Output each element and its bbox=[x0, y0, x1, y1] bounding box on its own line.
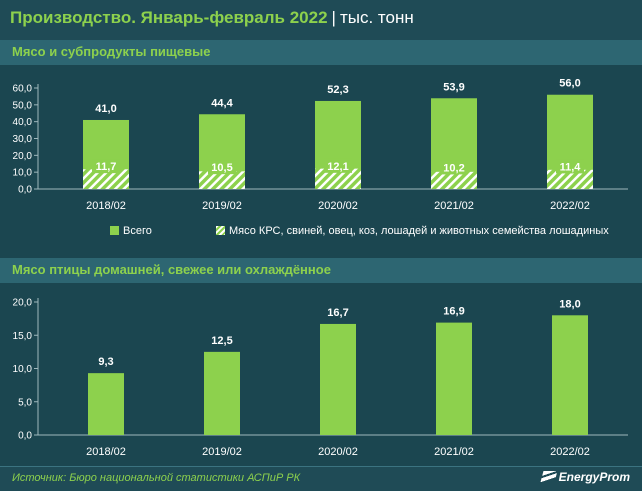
y-tick-label: 15,0 bbox=[13, 331, 33, 342]
y-tick-label: 40,0 bbox=[13, 117, 33, 128]
bar-total bbox=[204, 351, 240, 435]
bar-total bbox=[320, 323, 356, 435]
x-category-label: 2022/02 bbox=[550, 200, 590, 212]
y-tick-label: 60,0 bbox=[13, 84, 33, 95]
x-category-label: 2020/02 bbox=[318, 446, 358, 458]
x-category-label: 2019/02 bbox=[202, 446, 242, 458]
section-label-meat: Мясо и субпродукты пищевые bbox=[12, 44, 211, 59]
bar-hatched-label-bg bbox=[440, 160, 468, 175]
chart-meat: 0,0 10,0 20,0 30,0 40,0 50,0 60,0 41,0 11,7 2018/… bbox=[13, 78, 628, 212]
bar-hatched bbox=[199, 171, 245, 189]
x-category-label: 2022/02 bbox=[550, 446, 590, 458]
y-tick-label: 0,0 bbox=[18, 431, 32, 442]
bar-total bbox=[88, 373, 124, 435]
footer: Источник: Бюро национальной статистики А… bbox=[0, 466, 642, 491]
legend-item-total: Всего bbox=[110, 225, 152, 237]
chart-legend: Всего Мясо КРС, свиней, овец, коз, лошад… bbox=[0, 222, 642, 242]
bar-hatched-value-label: 11,7 bbox=[96, 161, 117, 173]
x-category-label: 2018/02 bbox=[86, 446, 126, 458]
logo-text: EnergyProm bbox=[558, 470, 630, 484]
section-header-poultry: Мясо птицы домашней, свежее или охлаждён… bbox=[0, 258, 642, 283]
source-note: Источник: Бюро национальной статистики А… bbox=[12, 472, 301, 484]
y-tick-label: 0,0 bbox=[18, 185, 32, 196]
title-text: Производство. Январь-февраль 2022 bbox=[10, 8, 328, 27]
y-tick-label: 50,0 bbox=[13, 100, 33, 111]
bar-hatched-value-label: 12,1 bbox=[327, 161, 348, 173]
legend-label-hatched: Мясо КРС, свиней, овец, коз, лошадей и ж… bbox=[229, 225, 609, 237]
bar-hatched-label-bg bbox=[556, 159, 584, 174]
bar-value-label: 12,5 bbox=[211, 335, 232, 347]
bar-total bbox=[552, 315, 588, 435]
bar-hatched-value-label: 11,4 bbox=[560, 161, 582, 173]
bar-value-label: 56,0 bbox=[559, 78, 580, 90]
bar-value-label: 16,9 bbox=[443, 306, 464, 318]
bar-value-label: 18,0 bbox=[559, 298, 580, 310]
bar-hatched bbox=[315, 168, 361, 189]
bar-value-label: 44,4 bbox=[211, 97, 233, 109]
bar-total bbox=[436, 322, 472, 435]
chart-panel-meat: 0,0 10,0 20,0 30,0 40,0 50,0 60,0 41,0 11,7 2018/… bbox=[0, 65, 642, 258]
legend-swatch-hatched bbox=[216, 226, 225, 235]
legend-item-hatched: Мясо КРС, свиней, овец, коз, лошадей и ж… bbox=[216, 225, 609, 237]
section-header-meat: Мясо и субпродукты пищевые bbox=[0, 40, 642, 65]
x-category-label: 2021/02 bbox=[434, 200, 474, 212]
bar-value-label: 41,0 bbox=[95, 103, 116, 115]
y-tick-label: 10,0 bbox=[13, 364, 33, 375]
y-tick-label: 20,0 bbox=[13, 151, 33, 162]
y-tick-label: 5,0 bbox=[18, 397, 32, 408]
bar-value-label: 16,7 bbox=[327, 307, 348, 319]
page-title: Производство. Январь-февраль 2022 | тыс. т… bbox=[10, 8, 414, 28]
bar-hatched bbox=[547, 169, 593, 189]
chart-panel-poultry: 0,0 5,0 10,0 15,0 20,0 9,3 2018/02 12,5 2019/02 1… bbox=[0, 283, 642, 466]
bar-hatched bbox=[431, 171, 477, 189]
bar-hatched-label-bg bbox=[208, 160, 236, 175]
bar-hatched bbox=[83, 169, 129, 189]
title-unit: тыс. тонн bbox=[339, 8, 414, 27]
legend-swatch-total bbox=[110, 226, 119, 235]
brand-logo: EnergyProm bbox=[540, 470, 630, 484]
y-tick-label: 20,0 bbox=[13, 298, 33, 309]
bar-value-label: 52,3 bbox=[327, 84, 348, 96]
bar-hatched-label-bg bbox=[324, 158, 352, 173]
x-category-label: 2018/02 bbox=[86, 200, 126, 212]
chart-poultry: 0,0 5,0 10,0 15,0 20,0 9,3 2018/02 12,5 2019/02 1… bbox=[13, 298, 628, 458]
x-category-label: 2019/02 bbox=[202, 200, 242, 212]
bar-hatched-value-label: 10,5 bbox=[211, 162, 232, 174]
logo-icon bbox=[540, 471, 558, 482]
y-tick-label: 10,0 bbox=[13, 168, 33, 179]
legend-label-total: Всего bbox=[123, 225, 152, 237]
x-category-label: 2021/02 bbox=[434, 446, 474, 458]
bar-hatched-value-label: 10,2 bbox=[443, 162, 464, 174]
x-category-label: 2020/02 bbox=[318, 200, 358, 212]
section-label-poultry: Мясо птицы домашней, свежее или охлаждён… bbox=[12, 262, 331, 277]
bar-value-label: 53,9 bbox=[443, 81, 464, 93]
title-separator: | bbox=[331, 8, 336, 27]
y-tick-label: 30,0 bbox=[13, 134, 33, 145]
bar-hatched-label-bg bbox=[92, 159, 120, 174]
bar-value-label: 9,3 bbox=[98, 356, 113, 368]
